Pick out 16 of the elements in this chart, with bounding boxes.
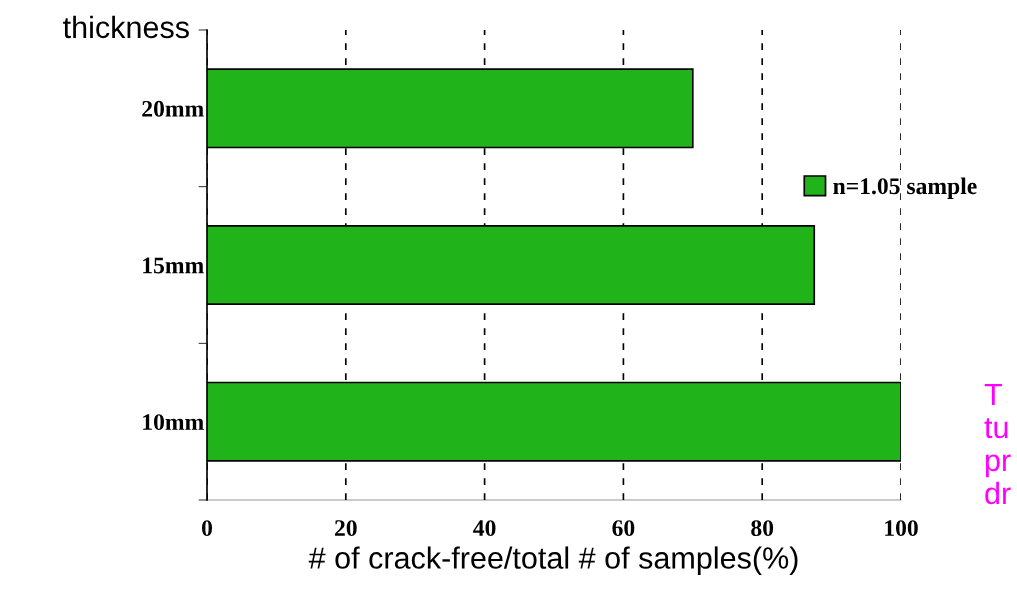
x-axis-title: # of crack-free/total # of samples(%): [308, 546, 798, 575]
legend-label: n=1.05 sample: [833, 177, 977, 199]
x-tick-label: 0: [202, 520, 212, 537]
y-tick-label: 10mm: [143, 414, 204, 431]
text: T: [984, 383, 1002, 405]
y-tick-label: 15mm: [143, 257, 204, 274]
text: dr: [985, 481, 1011, 505]
x-tick-label: 100: [885, 520, 918, 537]
x-tick-label: 80: [751, 520, 774, 537]
y-axis-title: thickness: [63, 15, 189, 39]
y-tick-label: 20mm: [142, 100, 204, 117]
text: pr: [985, 454, 1011, 478]
x-tick-label: 20: [334, 520, 357, 537]
x-tick-label: 60: [612, 520, 635, 537]
x-tick-label: 40: [473, 520, 496, 537]
text: tu: [984, 418, 1008, 439]
